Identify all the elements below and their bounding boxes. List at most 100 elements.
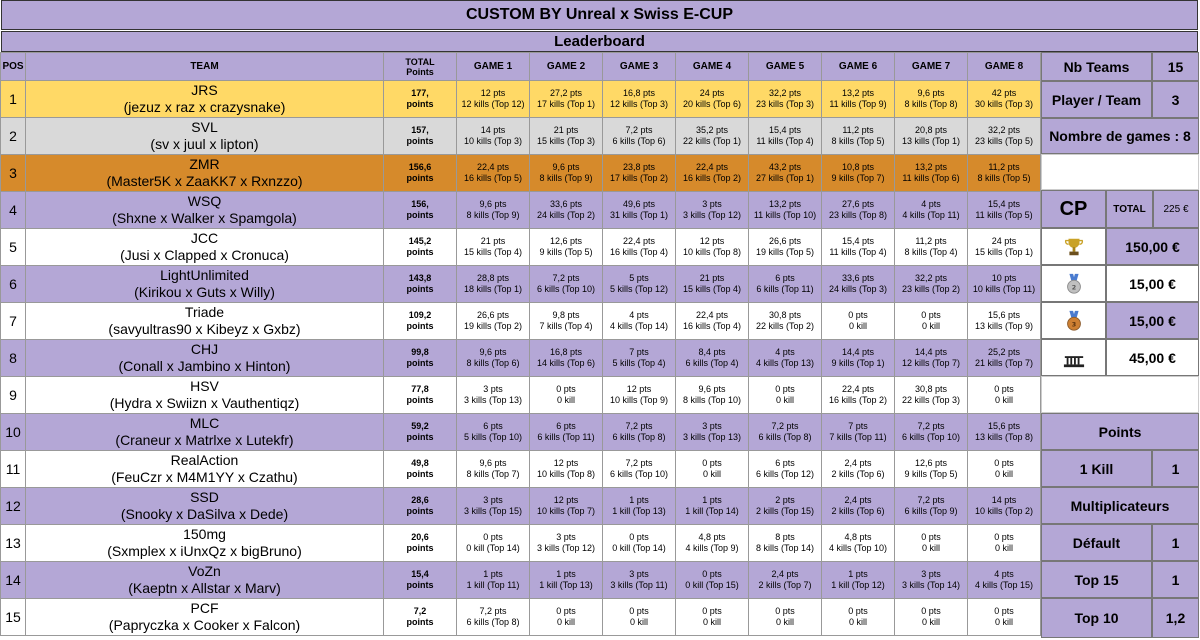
game-points: 3 pts <box>702 421 722 431</box>
team-cell: SSD (Snooky x DaSilva x Dede) <box>25 487 384 525</box>
silver-medal-icon: 2 <box>1066 273 1081 294</box>
game-cell: 13,2 pts 11 kills (Top 6) <box>894 154 968 192</box>
total-cell: 20,6 points <box>383 524 457 562</box>
game-points: 4 pts <box>994 569 1014 579</box>
game-kills: 16 kills (Top 4) <box>682 321 742 331</box>
total-cell: 143,8 points <box>383 265 457 303</box>
game-cell: 27,2 pts 17 kills (Top 1) <box>529 80 603 118</box>
game-points: 24 pts <box>991 236 1017 246</box>
game-kills: 0 kill <box>994 617 1013 627</box>
total-header: TOTAL Points <box>383 52 457 81</box>
game-kills: 23 kills (Top 3) <box>755 99 815 109</box>
game-kills: 3 kills (Top 14) <box>901 580 961 590</box>
game-points: 20,8 pts <box>914 125 948 135</box>
game-kills: 5 kills (Top 10) <box>463 432 523 442</box>
game-kills: 22 kills (Top 3) <box>901 395 961 405</box>
team-players: (Jusi x Clapped x Cronuca) <box>120 247 289 263</box>
game-kills: 0 kill <box>848 617 867 627</box>
team-cell: JRS (jezuz x raz x crazysnake) <box>25 80 384 118</box>
total-unit: points <box>406 543 434 553</box>
game-kills: 21 kills (Top 7) <box>974 358 1034 368</box>
game-kills: 15 kills (Top 4) <box>682 284 742 294</box>
total-header-line2: Points <box>406 66 434 77</box>
game-points: 3 pts <box>483 384 503 394</box>
total-unit: points <box>406 506 434 516</box>
game-cell: 1 pts 1 kill (Top 11) <box>456 561 530 599</box>
game-cell: 1 pts 1 kill (Top 12) <box>821 561 895 599</box>
game-cell: 30,8 pts 22 kills (Top 2) <box>748 302 822 340</box>
game-cell: 22,4 pts 16 kills (Top 5) <box>456 154 530 192</box>
game-header: GAME 6 <box>821 52 895 81</box>
team-name: Triade <box>184 304 225 320</box>
total-header-line1: TOTAL <box>405 56 435 67</box>
game-kills: 12 kills (Top 3) <box>609 99 669 109</box>
game-points: 14,4 pts <box>841 347 875 357</box>
game-kills: 11 kills (Top 4) <box>829 247 887 257</box>
game-kills: 13 kills (Top 8) <box>974 432 1034 442</box>
team-name: HSV <box>190 378 219 394</box>
game-kills: 3 kills (Top 12) <box>682 210 742 220</box>
game-points: 22,4 pts <box>695 310 729 320</box>
game-cell: 14 pts 10 kills (Top 3) <box>456 117 530 155</box>
leaderboard-table: POS TEAM TOTAL Points GAME 1 GAME 2 GAME… <box>0 52 1041 636</box>
game-kills: 11 kills (Top 10) <box>753 210 817 220</box>
team-name: 150mg <box>183 526 226 542</box>
game-points: 10 pts <box>991 273 1017 283</box>
game-points: 32,2 pts <box>987 125 1021 135</box>
game-kills: 30 kills (Top 3) <box>974 99 1034 109</box>
prize-1: 150,00 € <box>1106 228 1199 265</box>
game-points: 4,8 pts <box>844 532 872 542</box>
total-cell: 77,8 points <box>383 376 457 414</box>
game-cell: 42 pts 30 kills (Top 3) <box>967 80 1041 118</box>
game-header: GAME 5 <box>748 52 822 81</box>
table-row: 10 MLC (Craneur x Matrlxe x Lutekfr) 59,2 po… <box>0 413 1041 451</box>
game-cell: 12 pts 10 kills (Top 7) <box>529 487 603 525</box>
game-cell: 5 pts 5 kills (Top 12) <box>602 265 676 303</box>
game-points: 0 pts <box>629 532 649 542</box>
game-cell: 1 pts 1 kill (Top 13) <box>529 561 603 599</box>
game-points: 15,4 pts <box>841 236 875 246</box>
game-cell: 6 pts 6 kills (Top 12) <box>748 450 822 488</box>
game-cell: 6 pts 6 kills (Top 11) <box>748 265 822 303</box>
game-points: 15,6 pts <box>987 421 1021 431</box>
game-points: 23,8 pts <box>622 162 656 172</box>
game-cell: 22,4 pts 16 kills (Top 2) <box>821 376 895 414</box>
game-kills: 0 kill <box>921 617 940 627</box>
game-kills: 11 kills (Top 9) <box>829 99 887 109</box>
game-points: 42 pts <box>991 88 1017 98</box>
team-cell: RealAction (FeuCzr x M4M1YY x Czathu) <box>25 450 384 488</box>
game-points: 9,6 pts <box>479 458 507 468</box>
nb-games: Nombre de games : 8 <box>1041 118 1199 154</box>
game-kills: 10 kills (Top 7) <box>536 506 596 516</box>
points-label: Points <box>1041 413 1199 450</box>
game-cell: 3 pts 3 kills (Top 12) <box>675 191 749 229</box>
game-points: 12 pts <box>553 458 579 468</box>
game-kills: 16 kills (Top 2) <box>682 173 742 183</box>
pos-cell: 2 <box>0 117 26 155</box>
team-name: MLC <box>189 415 220 431</box>
nb-teams-value: 15 <box>1152 52 1199 81</box>
game-points: 0 pts <box>921 532 941 542</box>
game-kills: 13 kills (Top 9) <box>974 321 1034 331</box>
game-points: 0 pts <box>629 606 649 616</box>
game-cell: 0 pts 0 kill <box>748 376 822 414</box>
game-cell: 43,2 pts 27 kills (Top 1) <box>748 154 822 192</box>
game-kills: 4 kills (Top 13) <box>755 358 815 368</box>
team-cell: PCF (Papryczka x Cooker x Falcon) <box>25 598 384 636</box>
game-cell: 7,2 pts 6 kills (Top 10) <box>602 450 676 488</box>
game-kills: 6 kills (Top 12) <box>755 469 815 479</box>
game-cell: 15,6 pts 13 kills (Top 9) <box>967 302 1041 340</box>
game-cell: 21 pts 15 kills (Top 3) <box>529 117 603 155</box>
total-cell: 157, points <box>383 117 457 155</box>
game-kills: 16 kills (Top 4) <box>609 247 669 257</box>
kill-value: 1 <box>1152 450 1199 487</box>
game-points: 32,2 pts <box>914 273 948 283</box>
game-cell: 24 pts 15 kills (Top 1) <box>967 228 1041 266</box>
game-points: 22,4 pts <box>841 384 875 394</box>
game-cell: 23,8 pts 17 kills (Top 2) <box>602 154 676 192</box>
game-kills: 6 kills (Top 8) <box>466 617 520 627</box>
game-points: 0 pts <box>921 606 941 616</box>
team-players: (Master5K x ZaaKK7 x Rxnzzo) <box>106 173 303 189</box>
total-value: 28,6 <box>411 495 429 505</box>
game-cell: 3 pts 3 kills (Top 13) <box>456 376 530 414</box>
